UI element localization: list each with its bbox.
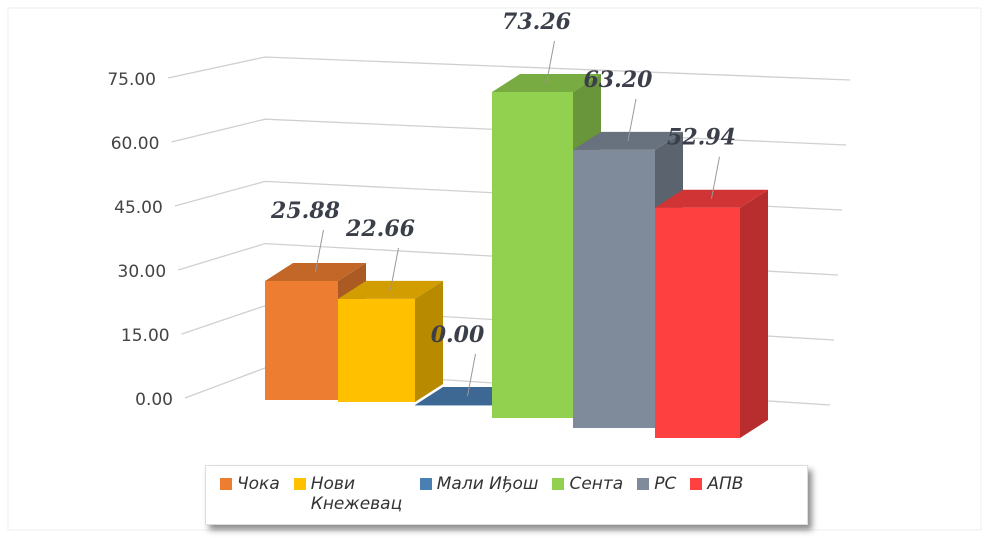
- value-label: 0.00: [431, 322, 485, 348]
- legend-item: Нови Кнежевац: [293, 474, 406, 514]
- chart-border: [7, 7, 982, 531]
- legend-item: Сента: [552, 474, 623, 494]
- leader-line: [546, 40, 555, 84]
- y-tick-label: 15.00: [121, 326, 170, 346]
- legend-swatch: [419, 478, 432, 490]
- legend-swatch: [220, 478, 232, 490]
- legend-label: Мали Иђош: [436, 474, 539, 494]
- legend-swatch: [637, 478, 650, 490]
- value-label: 63.20: [584, 67, 654, 93]
- legend-swatch: [552, 478, 565, 490]
- bar: [338, 298, 415, 402]
- leader-line: [315, 229, 324, 273]
- leader-line: [390, 247, 399, 290]
- grid-line: [167, 56, 851, 81]
- bar: [265, 280, 338, 400]
- value-label: 52.94: [667, 125, 736, 151]
- bar: [573, 149, 655, 429]
- leader-line: [627, 98, 637, 142]
- value-label: 22.66: [345, 216, 415, 242]
- bar: [492, 91, 573, 419]
- legend-item: Мали Иђош: [419, 474, 539, 494]
- legend-label: АПВ: [707, 474, 744, 494]
- value-label: 73.26: [502, 9, 571, 35]
- legend-item: АПВ: [690, 474, 743, 494]
- legend-item: Чока: [220, 474, 280, 494]
- value-label: 25.88: [270, 198, 340, 224]
- y-tick-label: 45.00: [114, 198, 163, 218]
- y-tick-label: 75.00: [107, 70, 156, 90]
- y-tick-label: 30.00: [118, 262, 167, 282]
- legend-swatch: [293, 478, 306, 490]
- bar: [415, 405, 492, 406]
- leader-line: [467, 353, 476, 397]
- bar-side: [415, 280, 443, 402]
- y-tick-label: 60.00: [111, 134, 160, 154]
- legend-label: Сента: [569, 474, 624, 494]
- y-tick-label: 0.00: [135, 390, 173, 410]
- legend-label: Нови Кнежевац: [310, 474, 403, 514]
- leader-line: [711, 156, 720, 199]
- bar: [655, 207, 740, 438]
- legend-label: РС: [654, 474, 677, 494]
- legend: Чока Нови Кнежевац Мали Иђош Сента РС АПВ: [205, 465, 808, 525]
- legend-item: РС: [637, 474, 676, 494]
- bar-side: [740, 189, 768, 438]
- legend-label: Чока: [237, 474, 280, 494]
- legend-swatch: [690, 478, 703, 490]
